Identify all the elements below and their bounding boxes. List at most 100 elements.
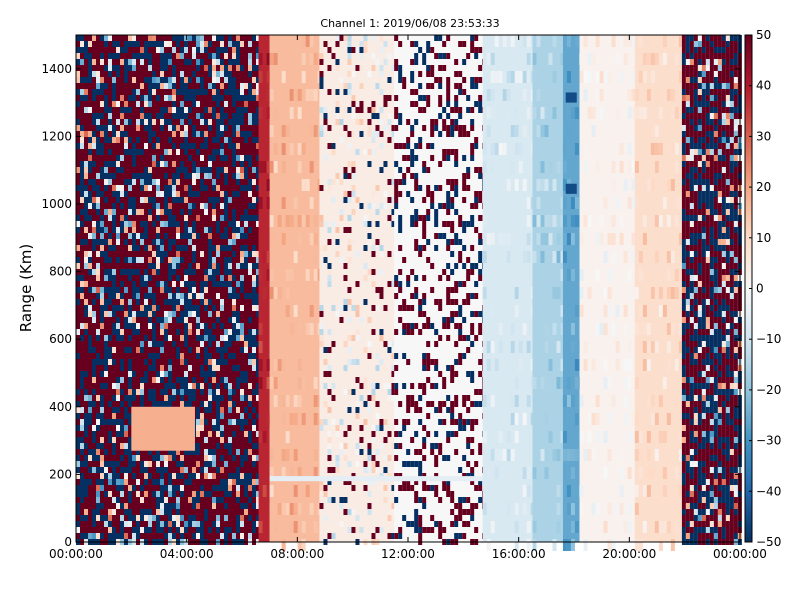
heat-cell xyxy=(108,197,112,203)
heat-cell xyxy=(402,179,407,185)
heat-cell xyxy=(240,137,244,143)
heat-cell xyxy=(196,311,200,317)
heat-cell xyxy=(84,299,88,305)
heat-cell xyxy=(228,401,232,407)
heat-cell xyxy=(180,125,184,131)
heat-cell xyxy=(100,389,104,395)
heat-cell xyxy=(204,383,208,389)
heat-cell xyxy=(128,425,132,431)
heat-cell xyxy=(144,59,148,65)
heat-cell xyxy=(80,425,84,431)
heat-cell xyxy=(258,341,263,353)
heat-cell xyxy=(148,359,152,365)
heat-cell xyxy=(148,485,152,491)
heat-cell xyxy=(383,161,388,167)
heat-cell xyxy=(108,227,112,233)
heat-cell xyxy=(208,119,212,125)
heat-cell xyxy=(387,389,392,395)
heat-cell xyxy=(204,491,208,497)
heat-cell xyxy=(160,173,164,179)
heat-cell xyxy=(168,95,172,101)
heat-cell xyxy=(196,395,200,401)
heat-cell xyxy=(208,413,212,419)
heat-cell xyxy=(112,335,116,341)
heat-cell xyxy=(375,461,380,467)
heat-cell xyxy=(208,461,212,467)
heat-cell xyxy=(434,341,439,347)
heat-cell xyxy=(200,317,204,323)
heat-cell xyxy=(152,173,156,179)
heat-cell xyxy=(164,41,168,47)
heat-cell xyxy=(355,527,360,533)
heat-cell xyxy=(212,443,216,449)
heat-cell xyxy=(140,335,144,341)
heat-cell xyxy=(152,449,156,455)
heat-cell xyxy=(204,239,208,245)
heat-cell xyxy=(140,353,144,359)
heat-cell xyxy=(256,53,260,59)
heat-cell xyxy=(200,155,204,161)
heat-cell xyxy=(212,173,216,179)
heat-cell xyxy=(422,293,427,299)
heat-cell xyxy=(430,125,435,131)
heat-cell xyxy=(148,149,152,155)
heat-cell xyxy=(184,533,188,539)
heat-cell xyxy=(104,269,108,275)
heat-cell xyxy=(236,347,240,353)
heat-cell xyxy=(232,227,236,233)
heat-cell xyxy=(244,221,248,227)
heat-cell xyxy=(180,311,184,317)
heat-cell xyxy=(120,521,124,527)
heat-cell xyxy=(144,119,148,125)
heat-cell xyxy=(327,479,332,485)
heat-cell xyxy=(335,41,340,47)
heat-cell xyxy=(216,527,220,533)
heat-cell xyxy=(200,473,204,479)
heat-cell xyxy=(156,137,160,143)
heat-cell xyxy=(293,89,298,101)
heat-cell xyxy=(112,449,116,455)
heat-cell xyxy=(232,413,236,419)
heat-cell xyxy=(285,503,290,515)
heat-cell xyxy=(347,509,352,515)
heat-cell xyxy=(244,365,248,371)
heat-cell xyxy=(244,311,248,317)
heat-cell xyxy=(442,53,447,59)
heat-cell xyxy=(208,131,212,137)
heat-cell xyxy=(220,347,224,353)
heat-cell xyxy=(128,71,132,77)
heat-cell xyxy=(180,191,184,197)
heat-cell xyxy=(76,161,80,167)
heat-cell xyxy=(92,41,96,47)
heat-cell xyxy=(96,131,100,137)
heat-cell xyxy=(256,443,260,449)
heat-cell xyxy=(108,251,112,257)
heat-cell xyxy=(228,521,232,527)
heat-cell xyxy=(168,395,172,401)
heat-cell xyxy=(256,413,260,419)
heat-cell xyxy=(112,455,116,461)
heat-cell xyxy=(76,449,80,455)
heat-cell xyxy=(208,173,212,179)
heat-cell xyxy=(136,227,140,233)
heat-cell xyxy=(244,395,248,401)
heat-cell xyxy=(192,503,196,509)
heat-cell xyxy=(454,503,459,509)
heat-cell xyxy=(442,455,447,461)
heat-cell xyxy=(196,521,200,527)
heat-cell xyxy=(438,449,443,455)
heat-cell xyxy=(375,383,380,389)
heat-cell xyxy=(100,437,104,443)
heat-cell xyxy=(148,449,152,455)
heat-cell xyxy=(104,209,108,215)
heat-cell xyxy=(200,113,204,119)
heat-cell xyxy=(351,101,356,107)
heat-cell xyxy=(438,95,443,101)
heat-cell xyxy=(128,221,132,227)
heat-cell xyxy=(220,497,224,503)
heat-cell xyxy=(224,65,228,71)
heat-cell xyxy=(232,401,236,407)
heat-cell xyxy=(212,347,216,353)
heat-cell xyxy=(224,503,228,509)
heat-cell xyxy=(180,47,184,53)
